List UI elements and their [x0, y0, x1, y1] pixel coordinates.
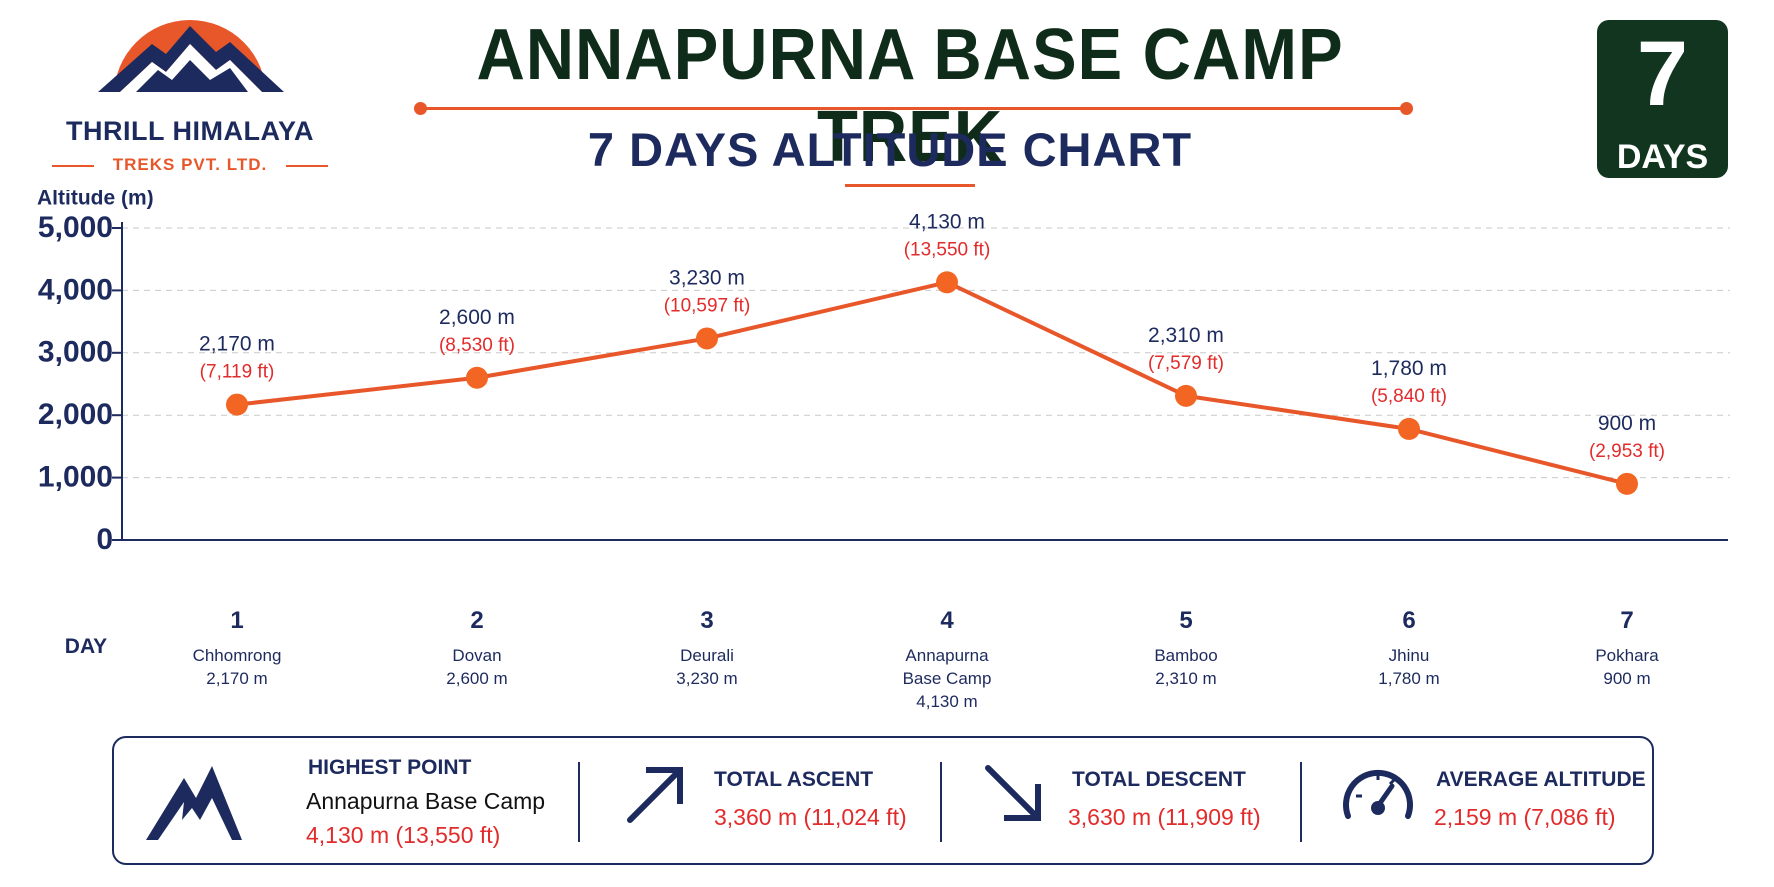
y-tick-label: 2,000: [38, 398, 113, 431]
x-tick-place: Bamboo: [1154, 646, 1217, 665]
total-ascent-value: 3,360 m (11,024 ft): [714, 804, 907, 830]
x-tick-day: 3: [700, 607, 713, 634]
x-tick-day: 5: [1179, 607, 1192, 634]
arrow-up-right-icon: [627, 767, 683, 823]
x-tick-place: Chhomrong: [193, 646, 282, 665]
y-axis-label: Altitude (m): [37, 190, 154, 210]
x-tick-place: Base Camp: [903, 669, 992, 688]
page-subtitle: 7 DAYS ALTITUDE CHART: [587, 123, 1193, 176]
altitude-chart: Altitude (m) 0 1,000 2,000 3,000 4,000 5,000 DA…: [37, 190, 1730, 711]
subtitle-rule: [845, 184, 975, 187]
data-point: [226, 393, 248, 416]
days-badge-number: 7: [1636, 23, 1689, 125]
brand-name: THRILL HIMALAYA: [65, 116, 315, 146]
x-axis-label: DAY: [65, 635, 107, 658]
average-altitude-label: AVERAGE ALTITUDE: [1436, 768, 1646, 791]
y-tick-label: 1,000: [38, 461, 113, 494]
data-label-ft: (7,579 ft): [1148, 353, 1224, 374]
stats-panel: HIGHEST POINT Annapurna Base Camp 4,130 …: [112, 736, 1654, 865]
x-tick-altitude: 900 m: [1603, 669, 1650, 688]
data-label-m: 900 m: [1598, 412, 1656, 435]
data-point: [936, 271, 958, 294]
title-rule: [420, 107, 1406, 110]
data-label-m: 4,130 m: [909, 210, 985, 233]
data-point: [466, 366, 488, 389]
x-tick-day: 2: [470, 607, 483, 634]
x-tick-day: 7: [1620, 607, 1633, 634]
total-descent-value: 3,630 m (11,909 ft): [1068, 804, 1261, 830]
x-tick-day: 4: [940, 607, 954, 634]
x-tick-altitude: 3,230 m: [676, 669, 737, 688]
x-tick-altitude: 1,780 m: [1378, 669, 1439, 688]
mountain-sun-icon: [98, 20, 284, 92]
x-tick-altitude: 2,170 m: [206, 669, 267, 688]
average-altitude-value: 2,159 m (7,086 ft): [1434, 804, 1616, 830]
data-label-ft: (7,119 ft): [200, 362, 275, 383]
data-label-ft: (2,953 ft): [1589, 441, 1665, 462]
data-point: [1398, 417, 1420, 440]
brand-divider-right: [286, 165, 328, 167]
mountain-icon: [146, 766, 242, 840]
stats-divider: [940, 762, 942, 842]
data-label-m: 2,170 m: [199, 333, 275, 356]
y-tick-label: 0: [96, 523, 113, 556]
data-point: [1175, 384, 1197, 407]
total-ascent-label: TOTAL ASCENT: [714, 768, 874, 791]
days-badge: 7 DAYS: [1597, 20, 1728, 178]
data-label-ft: (8,530 ft): [439, 335, 515, 356]
data-label-m: 2,310 m: [1148, 324, 1224, 347]
highest-point-name: Annapurna Base Camp: [306, 788, 546, 814]
brand-divider-left: [52, 165, 94, 167]
stats-divider: [1300, 762, 1302, 842]
x-tick-altitude: 2,310 m: [1155, 669, 1216, 688]
brand-logo: THRILL HIMALAYA TREKS PVT. LTD.: [40, 8, 340, 178]
gauge-icon: [1343, 769, 1413, 819]
x-tick-day: 6: [1402, 607, 1415, 634]
x-tick-altitude: 2,600 m: [446, 669, 507, 688]
data-label-ft: (10,597 ft): [664, 295, 751, 316]
y-tick-label: 4,000: [38, 273, 113, 306]
data-label-m: 1,780 m: [1371, 357, 1447, 380]
x-tick-place: Annapurna: [905, 646, 989, 665]
x-tick-place: Jhinu: [1389, 646, 1430, 665]
highest-point-value: 4,130 m (13,550 ft): [306, 822, 501, 848]
brand-subtitle: TREKS PVT. LTD.: [112, 155, 268, 174]
page-title: ANNAPURNA BASE CAMP TREK: [476, 15, 1344, 177]
title-rule-dot-right: [1400, 102, 1413, 115]
title-rule-dot-left: [414, 102, 427, 115]
x-tick-day: 1: [230, 607, 243, 634]
data-label-m: 2,600 m: [439, 306, 515, 329]
data-point: [1616, 472, 1638, 495]
x-tick-altitude: 4,130 m: [916, 692, 977, 711]
total-descent-label: TOTAL DESCENT: [1072, 768, 1246, 791]
data-label-ft: (5,840 ft): [1371, 386, 1447, 407]
x-tick-place: Pokhara: [1595, 646, 1659, 665]
x-tick-place: Dovan: [452, 646, 501, 665]
data-label-ft: (13,550 ft): [904, 239, 991, 260]
stats-divider: [578, 762, 580, 842]
y-tick-label: 3,000: [38, 336, 113, 369]
arrow-down-right-icon: [985, 765, 1041, 821]
highest-point-label: HIGHEST POINT: [308, 756, 472, 779]
data-point: [696, 327, 718, 350]
days-badge-word: DAYS: [1616, 138, 1709, 176]
data-label-m: 3,230 m: [669, 266, 745, 289]
y-tick-label: 5,000: [38, 211, 113, 244]
x-tick-place: Deurali: [680, 646, 734, 665]
